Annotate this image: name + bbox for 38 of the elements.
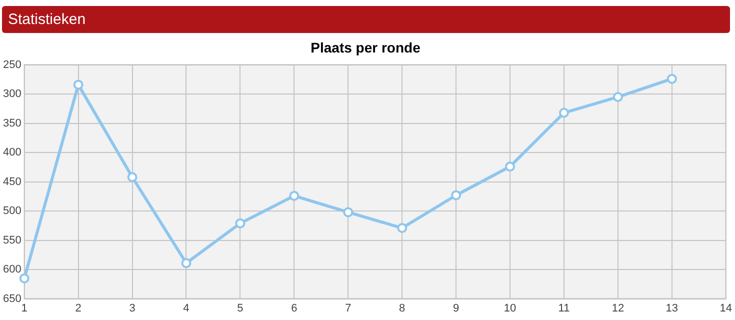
x-tick-label: 14	[720, 302, 732, 314]
point	[451, 190, 462, 200]
y-tick-label: 300	[2, 88, 22, 100]
x-tick-label: 7	[345, 302, 352, 314]
y-tick-label: 600	[2, 264, 22, 276]
point	[558, 108, 569, 118]
x-tick-label: 10	[504, 302, 516, 314]
x-tick-label: 8	[399, 302, 406, 314]
y-tick-label: 350	[2, 117, 22, 130]
point	[666, 74, 677, 84]
x-tick-label: 5	[237, 302, 244, 314]
point	[73, 80, 84, 90]
point	[127, 172, 138, 182]
y-tick-label: 500	[2, 205, 22, 218]
y-tick-label: 650	[2, 292, 22, 305]
x-tick-label: 2	[75, 302, 82, 314]
chart-title: Plaats per ronde	[310, 39, 421, 56]
y-tick-label: 550	[2, 234, 22, 246]
x-tick-label: 12	[612, 302, 624, 314]
x-tick-label: 6	[291, 302, 298, 314]
text: Statistieken	[2, 6, 730, 33]
point	[235, 218, 246, 228]
x-tick-label: 9	[453, 302, 460, 314]
point	[289, 190, 300, 201]
point	[343, 207, 354, 218]
x-tick-label: 3	[129, 302, 136, 314]
x-tick-label: 11	[558, 302, 570, 314]
y-tick-label: 450	[2, 176, 22, 188]
point	[505, 162, 516, 172]
point	[181, 258, 192, 268]
point	[19, 273, 30, 284]
y-tick-label: 250	[2, 58, 22, 71]
x-tick-label: 4	[183, 302, 190, 314]
x-tick-label: 1	[21, 302, 28, 314]
point	[397, 223, 408, 234]
point	[612, 92, 623, 102]
y-tick-label: 400	[2, 146, 22, 159]
x-tick-label: 13	[666, 302, 678, 314]
